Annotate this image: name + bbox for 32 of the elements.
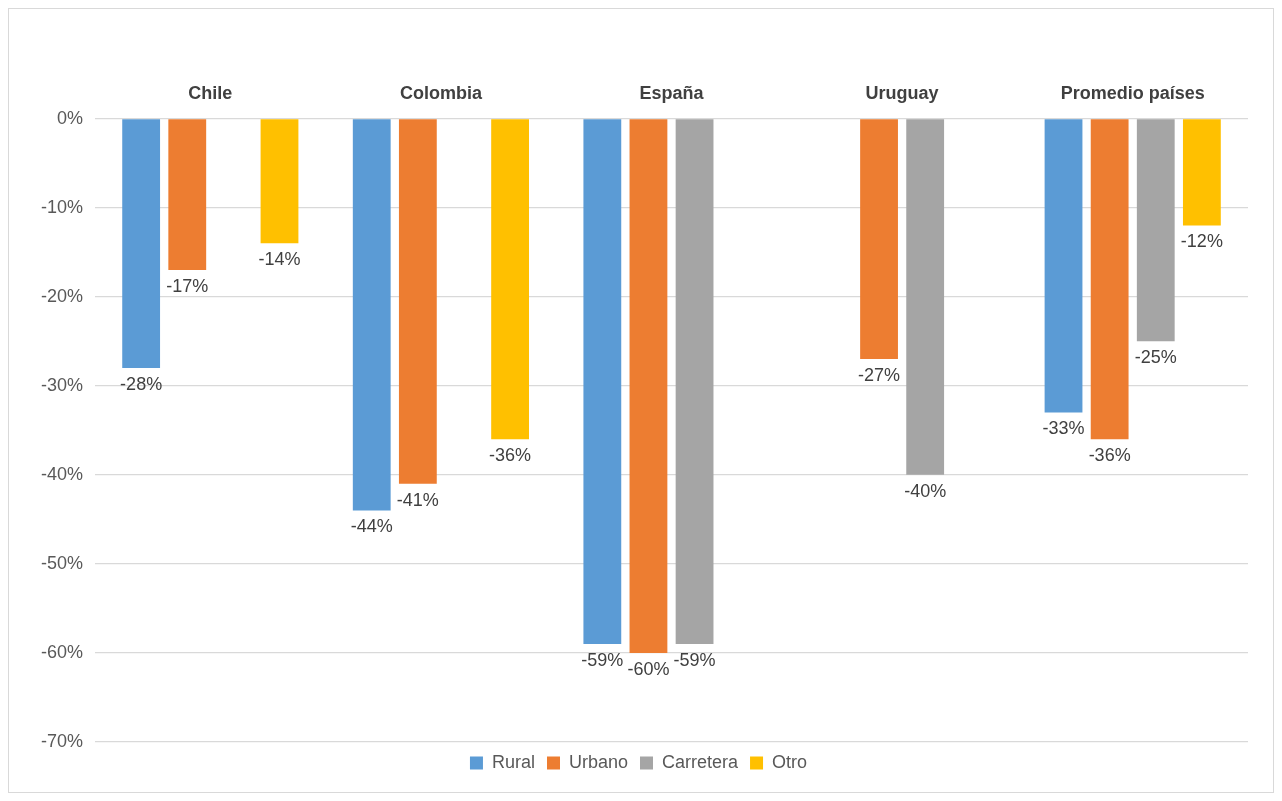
data-label: -60%: [627, 658, 670, 679]
legend-label: Rural: [491, 751, 535, 772]
data-label: -14%: [258, 249, 301, 270]
data-label: -36%: [1088, 445, 1131, 466]
data-label: -17%: [166, 275, 209, 296]
x-tick-label: Uruguay: [865, 82, 939, 103]
y-tick-label: -20%: [40, 285, 84, 306]
data-label: -33%: [1042, 418, 1085, 439]
data-label: -40%: [904, 480, 947, 501]
data-label: -41%: [396, 489, 439, 510]
x-tick-label: Promedio países: [1060, 82, 1205, 103]
y-tick-label: -40%: [40, 463, 84, 484]
y-tick-label: 0%: [57, 107, 84, 128]
data-label: -59%: [581, 650, 624, 671]
data-label: -36%: [489, 445, 532, 466]
legend-label: Carretera: [662, 751, 740, 772]
data-label: -27%: [858, 365, 901, 386]
y-tick-label: -60%: [40, 641, 84, 662]
legend-label: Urbano: [568, 751, 629, 772]
y-tick-label: -50%: [40, 552, 84, 573]
y-tick-label: -10%: [40, 196, 84, 217]
y-tick-label: -30%: [40, 374, 84, 395]
x-tick-label: Colombia: [399, 82, 483, 103]
legend-label: Otro: [772, 751, 808, 772]
x-tick-label: Chile: [188, 82, 233, 103]
data-label: -12%: [1180, 231, 1223, 252]
data-label: -25%: [1134, 347, 1177, 368]
x-tick-label: España: [639, 82, 705, 103]
data-label: -44%: [350, 516, 393, 537]
data-label: -28%: [120, 373, 163, 394]
y-tick-label: -70%: [40, 730, 84, 751]
data-label: -59%: [673, 650, 716, 671]
